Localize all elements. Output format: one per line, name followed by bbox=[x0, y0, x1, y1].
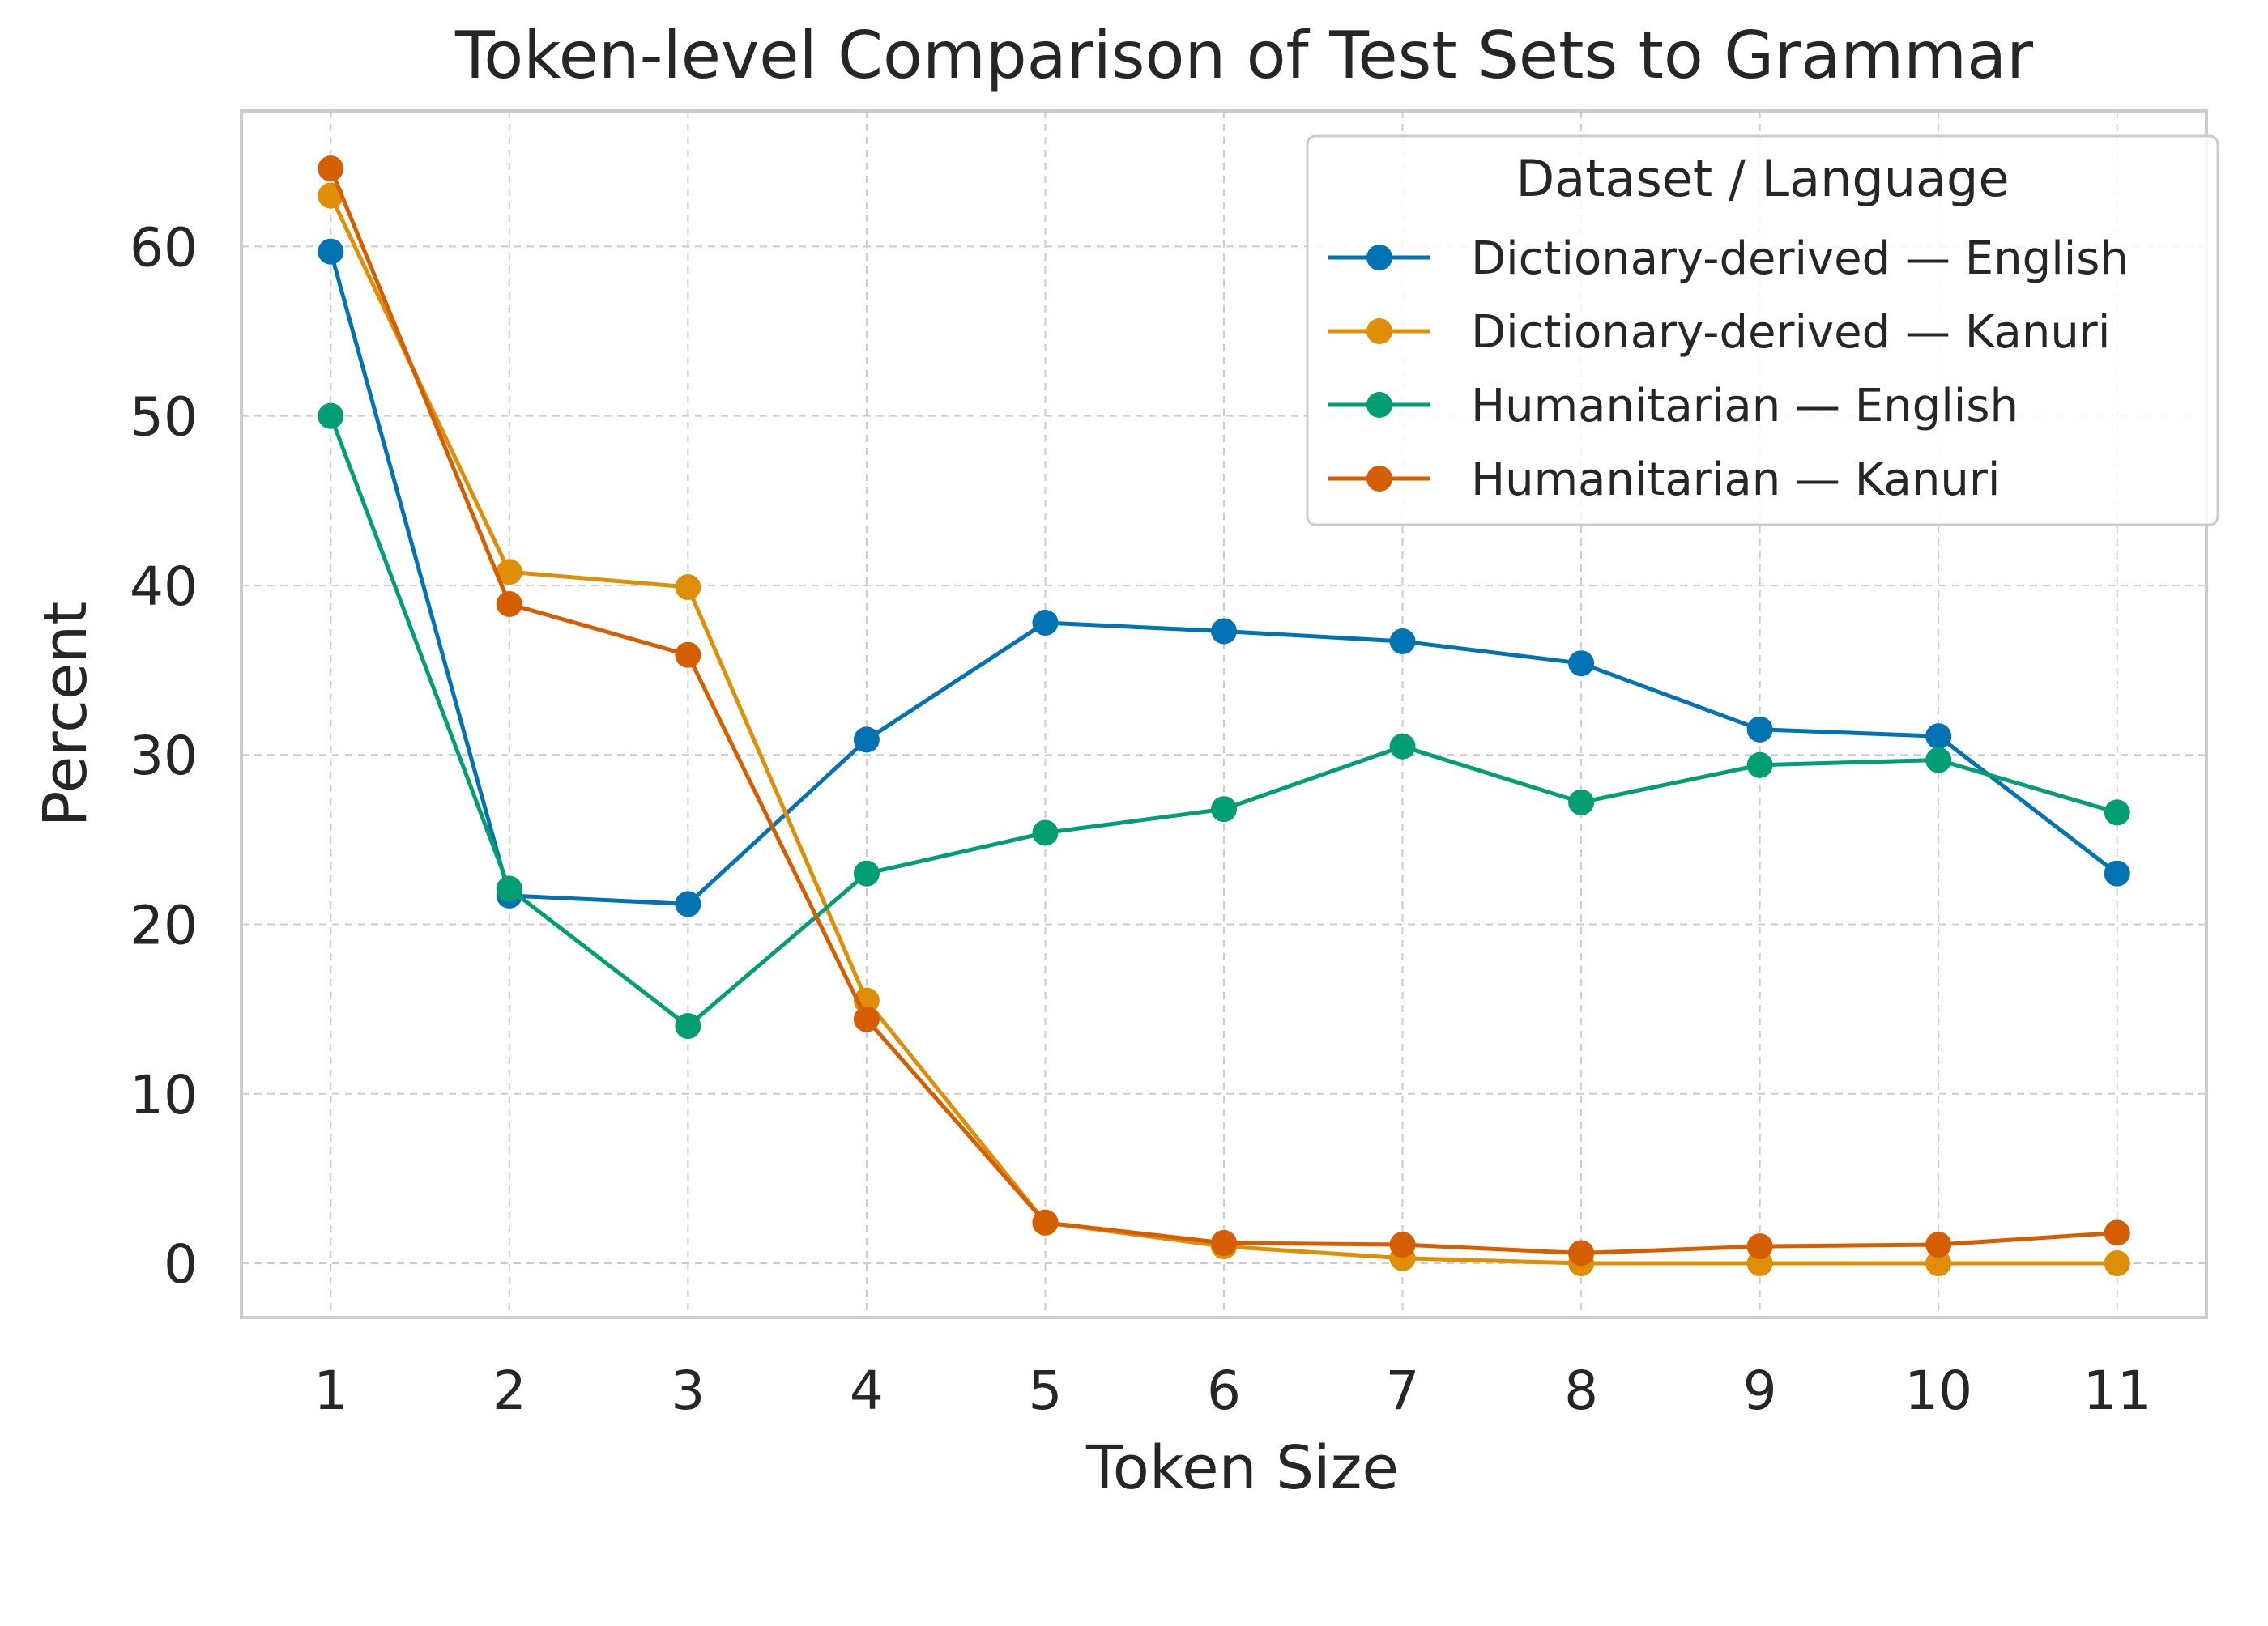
data-point bbox=[1568, 1240, 1595, 1266]
legend-items: Dictionary-derived — English Dictionary-d… bbox=[1328, 232, 2129, 506]
data-point bbox=[1568, 650, 1595, 677]
legend-item: Humanitarian — English bbox=[1328, 380, 2019, 432]
data-point bbox=[1032, 609, 1059, 636]
data-point bbox=[1211, 796, 1237, 823]
data-point bbox=[496, 875, 522, 902]
x-tick-label: 8 bbox=[1564, 1360, 1598, 1422]
data-point bbox=[1925, 747, 1952, 773]
y-axis-label: Percent bbox=[31, 602, 100, 827]
x-tick-label: 11 bbox=[2083, 1360, 2151, 1422]
data-point bbox=[1746, 751, 1773, 778]
x-tick-label: 6 bbox=[1207, 1360, 1241, 1422]
data-point bbox=[1925, 1250, 1952, 1277]
legend-label: Humanitarian — Kanuri bbox=[1471, 453, 2000, 506]
y-tick-label: 0 bbox=[164, 1233, 198, 1296]
y-tick-label: 50 bbox=[130, 386, 198, 449]
x-tick-labels: 1 2 3 4 5 6 7 8 9 10 11 bbox=[313, 1360, 2151, 1422]
data-point bbox=[675, 641, 701, 668]
data-point bbox=[1925, 723, 1952, 750]
legend: Dataset / Language Dictionary-derived — … bbox=[1306, 134, 2219, 526]
y-tick-label: 30 bbox=[130, 725, 198, 787]
x-axis-label: Token Size bbox=[1085, 1433, 1399, 1503]
data-point bbox=[496, 559, 522, 585]
data-point bbox=[318, 155, 344, 182]
legend-label: Dictionary-derived — Kanuri bbox=[1471, 306, 2110, 359]
data-point bbox=[2104, 1220, 2130, 1246]
legend-label: Dictionary-derived — English bbox=[1471, 232, 2129, 285]
data-point bbox=[1389, 733, 1416, 760]
y-tick-label: 10 bbox=[130, 1064, 198, 1126]
legend-box bbox=[1306, 134, 2219, 526]
x-tick-label: 7 bbox=[1386, 1360, 1420, 1422]
x-tick-label: 2 bbox=[492, 1360, 526, 1422]
data-point bbox=[1032, 1209, 1059, 1236]
y-tick-labels: 0 10 20 30 40 50 60 bbox=[130, 216, 198, 1296]
data-point bbox=[1746, 1233, 1773, 1260]
data-point bbox=[2104, 1250, 2130, 1277]
x-tick-label: 9 bbox=[1743, 1360, 1777, 1422]
data-point bbox=[318, 238, 344, 265]
legend-item: Dictionary-derived — English bbox=[1328, 232, 2129, 285]
data-point bbox=[675, 891, 701, 917]
x-tick-label: 5 bbox=[1028, 1360, 1062, 1422]
x-tick-label: 10 bbox=[1904, 1360, 1972, 1422]
data-point bbox=[1925, 1232, 1952, 1258]
legend-title: Dataset / Language bbox=[1516, 149, 2009, 208]
data-point bbox=[2104, 860, 2130, 887]
data-point bbox=[853, 860, 880, 887]
grid-lines bbox=[241, 111, 2206, 1317]
legend-marker bbox=[1366, 466, 1392, 492]
data-point bbox=[2104, 799, 2130, 826]
y-tick-label: 40 bbox=[130, 555, 198, 618]
data-point bbox=[1211, 1229, 1237, 1256]
series-layer bbox=[318, 155, 2130, 1277]
x-tick-label: 4 bbox=[850, 1360, 884, 1422]
y-tick-label: 20 bbox=[130, 894, 198, 956]
data-point bbox=[1211, 618, 1237, 645]
x-tick-label: 1 bbox=[313, 1360, 347, 1422]
data-point bbox=[1389, 1232, 1416, 1258]
legend-marker bbox=[1366, 392, 1392, 418]
data-point bbox=[1746, 716, 1773, 743]
data-point bbox=[496, 590, 522, 617]
legend-marker bbox=[1366, 245, 1392, 270]
series-1 bbox=[318, 238, 2130, 917]
series-4 bbox=[318, 155, 2130, 1266]
chart-title: Token-level Comparison of Test Sets to G… bbox=[454, 18, 2033, 93]
legend-label: Humanitarian — English bbox=[1471, 380, 2019, 432]
legend-marker bbox=[1366, 318, 1392, 344]
legend-item: Humanitarian — Kanuri bbox=[1328, 453, 2000, 506]
series-3 bbox=[318, 402, 2130, 1040]
data-point bbox=[1389, 628, 1416, 655]
data-point bbox=[675, 574, 701, 601]
legend-item: Dictionary-derived — Kanuri bbox=[1328, 306, 2110, 359]
x-tick-label: 3 bbox=[671, 1360, 705, 1422]
data-point bbox=[1568, 789, 1595, 815]
data-point bbox=[318, 402, 344, 429]
data-point bbox=[853, 1006, 880, 1032]
data-point bbox=[853, 726, 880, 753]
data-point bbox=[1032, 819, 1059, 846]
y-tick-label: 60 bbox=[130, 216, 198, 279]
data-point bbox=[675, 1013, 701, 1040]
plot-frame bbox=[240, 109, 2208, 1319]
